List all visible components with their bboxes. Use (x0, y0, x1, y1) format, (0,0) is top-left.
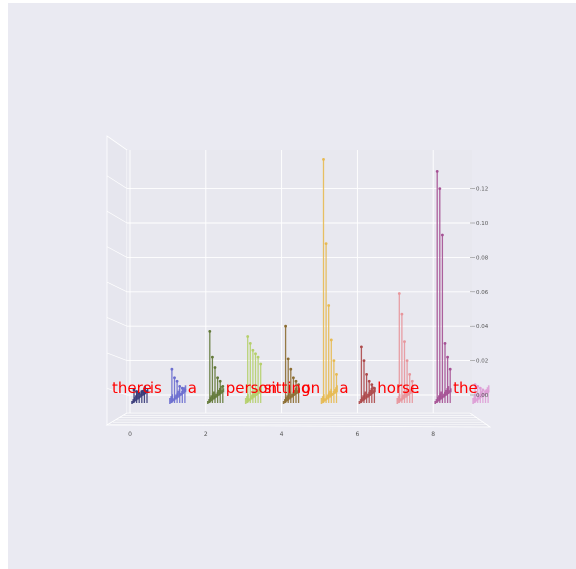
stem-point (448, 367, 452, 371)
stem-point (362, 359, 366, 362)
stem-point (481, 388, 485, 392)
token-word: is (150, 379, 162, 397)
token-word: sitting (264, 379, 311, 397)
stem-point (367, 379, 371, 383)
stem-point (294, 379, 298, 383)
stem-point (403, 340, 406, 344)
stem-point (183, 388, 187, 392)
stem-point (246, 335, 250, 338)
stem-point (178, 385, 182, 388)
stem-point (173, 376, 176, 380)
stem-point (254, 352, 257, 356)
stem-point (370, 383, 374, 387)
token-word: on (302, 379, 321, 397)
stem-point (208, 329, 212, 333)
stem-point (284, 324, 287, 328)
stem-point (327, 304, 331, 307)
stem-point (324, 242, 328, 246)
stem-point (256, 355, 260, 359)
stem-point (478, 386, 482, 390)
stem-point (175, 379, 179, 383)
stem-point (180, 386, 184, 390)
stem-point (145, 390, 149, 393)
z-tick-label: 0.08 (476, 255, 489, 261)
z-gridline-left (106, 246, 128, 258)
token-word: . (415, 379, 420, 397)
stem-point (211, 355, 214, 359)
stem-point (143, 391, 146, 395)
stem-point (329, 338, 333, 342)
z-gridline-left (106, 352, 128, 361)
stem-point (292, 376, 295, 380)
stem-point (137, 391, 141, 395)
stem-point (216, 376, 220, 380)
floor-grid (109, 412, 488, 425)
z-gridline-left (106, 175, 128, 189)
token-word: a (339, 379, 348, 397)
back-pane (127, 150, 472, 413)
token-word: the (453, 379, 478, 397)
stem-point (297, 383, 300, 387)
stem-point (373, 386, 376, 390)
stem-point (259, 362, 263, 366)
stem-point (441, 233, 444, 237)
z-tick-label: 0.00 (476, 393, 489, 399)
stem-point (213, 366, 217, 369)
stem-point (405, 359, 409, 362)
x-tick-label: 8 (431, 431, 435, 438)
stem-point (484, 390, 487, 393)
stem-point (486, 390, 490, 393)
stem-point (248, 342, 252, 345)
token-word: horse (377, 379, 419, 397)
token-word: a (188, 379, 197, 397)
stem-point (322, 157, 325, 161)
stem-point (443, 342, 447, 345)
stem-point (251, 348, 255, 352)
stem-point (170, 367, 174, 371)
stem-point (438, 187, 442, 191)
stem-point (286, 357, 290, 361)
x-tick-label: 4 (280, 431, 284, 438)
stem-point (218, 379, 222, 383)
stem-point (132, 388, 136, 392)
z-tick-label: 0.12 (476, 187, 488, 193)
z-tick-label: 0.06 (476, 290, 489, 296)
stem-point (332, 359, 336, 362)
stem-point (476, 385, 480, 388)
stem-point (408, 372, 412, 376)
stem-point (473, 383, 477, 387)
stem-point (289, 367, 293, 371)
stem-point (400, 312, 404, 316)
z-tick-labels: 0.00 0.02 0.04 0.06 0.08 0.10 0.12 (470, 187, 489, 399)
z-gridline-left (106, 388, 128, 396)
stem-point (221, 385, 225, 388)
z-tick-label: 0.10 (476, 221, 489, 227)
stem-point (397, 292, 401, 295)
stem-point (446, 355, 449, 359)
x-tick-label: 6 (355, 431, 359, 438)
token-word: person (226, 379, 277, 397)
z-gridline-left (106, 210, 128, 224)
z-gridline-left (106, 317, 128, 327)
token-word: there (112, 379, 152, 397)
data-stems (131, 157, 490, 404)
stem-point (435, 170, 439, 173)
x-tick-label: 2 (204, 431, 208, 438)
x-tick-label: 0 (128, 431, 132, 438)
stem-point (140, 390, 144, 393)
stem-point (360, 345, 363, 349)
z-tick-label: 0.02 (476, 359, 488, 365)
x-tick-labels: 0 2 4 6 8 (128, 431, 435, 438)
stem-point (335, 372, 338, 376)
stem-point (365, 372, 368, 376)
stem-point (135, 390, 139, 393)
stem-point (410, 379, 414, 383)
z-gridline-left (106, 281, 128, 293)
z-tick-label: 0.04 (476, 324, 489, 330)
